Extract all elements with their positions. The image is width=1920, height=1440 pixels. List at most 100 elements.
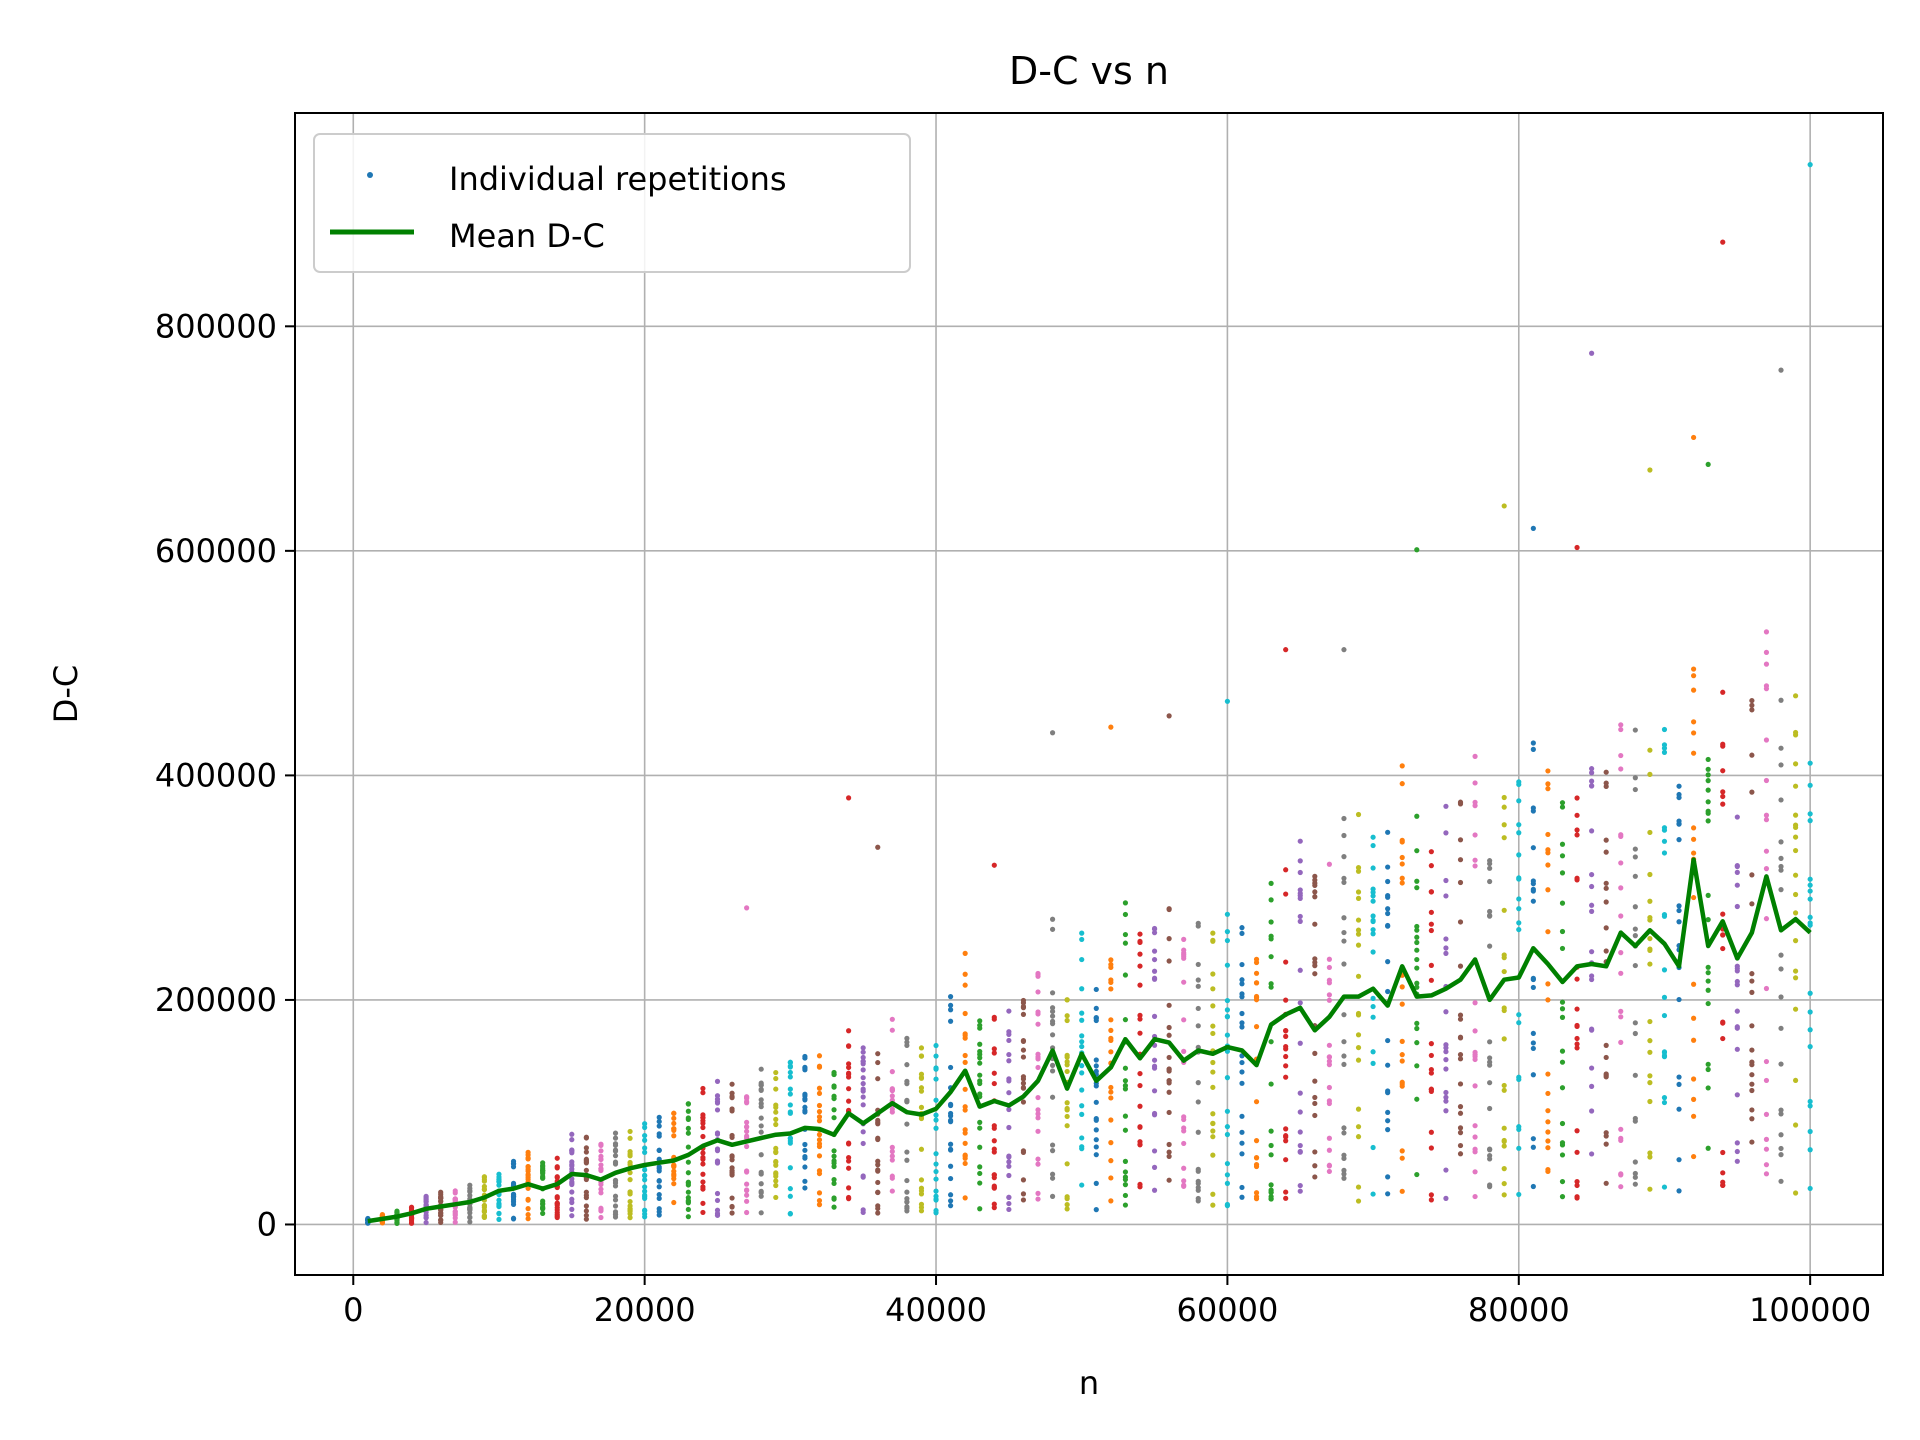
scatter-point [744,1187,750,1194]
scatter-point [1676,821,1682,827]
scatter-point [1705,1000,1711,1007]
legend-label-mean: Mean D-C [449,217,605,255]
scatter-point [1807,1098,1813,1105]
scatter-point [1079,1135,1085,1141]
scatter-point [496,1211,502,1217]
scatter-point [1064,1062,1070,1068]
scatter-point [1516,852,1522,858]
scatter-point [1428,863,1434,869]
scatter-point [1341,1053,1347,1059]
scatter-point [933,1042,939,1049]
scatter-point [438,1210,444,1216]
scatter-point [1166,1032,1172,1038]
scatter-point [1195,1080,1201,1086]
scatter-point [933,1097,939,1103]
scatter-point [1545,781,1551,787]
scatter-point [1224,929,1231,935]
scatter-point [1210,1191,1216,1197]
scatter-point [1749,1139,1755,1145]
scatter-point [1807,811,1813,817]
x-tick-label: 40000 [885,1291,987,1329]
scatter-point [831,1093,837,1099]
scatter-point [685,1195,691,1201]
scatter-point [1224,1201,1231,1208]
scatter-point [1385,1090,1391,1096]
scatter-point [1647,1150,1653,1156]
scatter-point [991,1123,997,1129]
scatter-point [1691,673,1697,679]
scatter-point [1326,1062,1332,1068]
scatter-point [1108,1037,1114,1043]
legend-label-individual: Individual repetitions [449,160,787,198]
scatter-point [714,1100,721,1106]
scatter-point [1792,847,1799,854]
scatter-point [525,1196,531,1202]
scatter-point [1210,1128,1216,1134]
scatter-point [1341,1175,1347,1181]
scatter-point [1618,726,1624,733]
scatter-point [423,1219,429,1226]
scatter-point [1414,934,1420,940]
scatter-point [1545,786,1551,792]
scatter-point [904,1098,910,1104]
scatter-point [1210,1030,1216,1037]
scatter-point [947,1141,954,1147]
scatter-point [1778,994,1784,1000]
scatter-point [1676,1157,1682,1163]
scatter-point [860,1129,866,1135]
scatter-point [1108,1158,1114,1164]
scatter-point [1020,1085,1027,1091]
scatter-point [1151,1164,1158,1170]
scatter-point [1253,1024,1260,1030]
scatter-point [1792,1122,1799,1128]
scatter-point [758,1123,764,1129]
scatter-point [496,1178,502,1184]
scatter-point [1545,981,1551,987]
scatter-point [1443,1089,1449,1096]
scatter-point [714,1107,721,1113]
scatter-point [1297,1000,1303,1006]
scatter-point [1618,1014,1624,1020]
scatter-point [1326,956,1332,962]
scatter-point [1428,927,1434,934]
scatter-point [1618,832,1624,838]
scatter-point [889,1144,895,1150]
scatter-point [1049,1148,1056,1154]
scatter-point [1720,1170,1726,1176]
scatter-point [1414,1096,1420,1102]
scatter-point [1210,1023,1216,1029]
scatter-point [875,1189,881,1196]
scatter-point [1297,1188,1303,1194]
scatter-point [1224,997,1231,1004]
scatter-point [554,1200,560,1206]
scatter-point [1559,945,1566,952]
scatter-point [977,1025,983,1031]
scatter-point [1676,794,1682,801]
scatter-point [1749,1081,1755,1087]
scatter-point [1108,1117,1114,1123]
scatter-point [1195,1184,1201,1191]
scatter-point [1763,649,1770,655]
scatter-point [1326,980,1332,986]
scatter-point [962,971,968,977]
scatter-point [1559,1120,1566,1127]
scatter-point [1122,1017,1129,1023]
scatter-point [962,1195,968,1201]
scatter-point [860,1067,866,1073]
scatter-point [1763,866,1770,872]
scatter-point [627,1189,633,1195]
scatter-point [1778,697,1784,703]
scatter-point [1778,952,1784,958]
scatter-point [1224,1014,1231,1020]
scatter-point [510,1216,517,1222]
scatter-point [1501,1180,1507,1187]
scatter-point [1559,1059,1566,1065]
scatter-point [816,1132,823,1138]
scatter-point [656,1195,662,1202]
scatter-point [612,1159,619,1165]
scatter-point [1210,1084,1216,1090]
scatter-point [1385,988,1391,995]
scatter-point [612,1193,619,1199]
scatter-point [1603,880,1609,886]
scatter-point [714,1078,721,1084]
